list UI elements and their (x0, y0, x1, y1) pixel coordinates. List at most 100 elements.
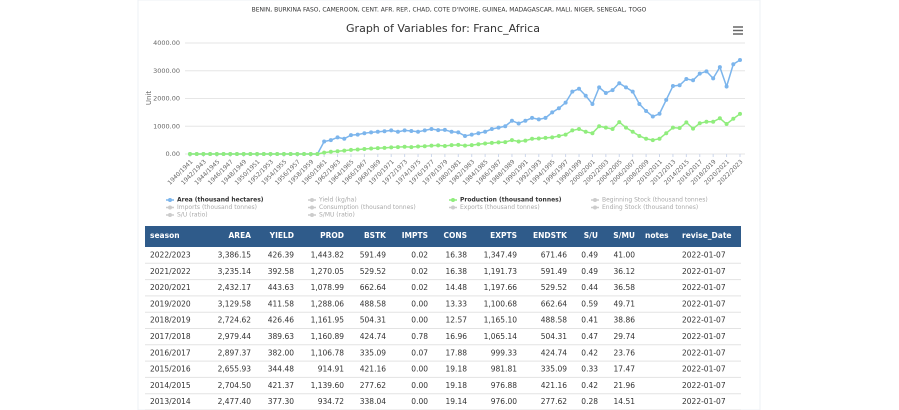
point (335, 149, 340, 154)
table-cell: 2014/2015 (150, 381, 191, 390)
point (201, 152, 206, 156)
point (630, 129, 635, 134)
point (248, 152, 253, 156)
point (496, 140, 501, 145)
point (536, 117, 541, 122)
legend-label: Yield (kg/ha) (318, 197, 357, 204)
table-cell: 1,347.49 (484, 251, 518, 260)
table-cell: 0.00 (411, 381, 428, 390)
point (503, 140, 508, 145)
point (295, 152, 300, 156)
y-tick-label: 4000.00 (153, 39, 180, 47)
table-cell: 335.09 (541, 365, 567, 374)
table-cell: 0.44 (581, 283, 598, 292)
table-cell: 1,165.10 (484, 316, 518, 325)
table-cell: 443.63 (268, 283, 294, 292)
legend-swatch (310, 205, 314, 210)
point (442, 127, 447, 132)
point (623, 125, 628, 130)
point (416, 144, 421, 149)
table-cell: 0.49 (581, 267, 598, 276)
menu-icon[interactable] (733, 26, 743, 35)
table-cell: 591.49 (541, 267, 567, 276)
table-cell: 0.59 (581, 299, 598, 308)
table-cell: 0.42 (581, 348, 598, 357)
table-cell: 2,432.17 (218, 283, 252, 292)
point (704, 69, 709, 74)
point (389, 128, 394, 133)
point (711, 76, 716, 81)
point (597, 85, 602, 90)
point (369, 146, 374, 151)
point (664, 97, 669, 102)
y-tick-label: 3000.00 (153, 67, 180, 75)
point (677, 83, 682, 88)
point (302, 152, 307, 156)
point (664, 131, 669, 136)
table-cell: 2,897.37 (218, 348, 252, 357)
point (670, 84, 675, 89)
point (684, 76, 689, 81)
table-cell: 662.64 (360, 283, 386, 292)
point (429, 143, 434, 148)
point (637, 102, 642, 107)
point (436, 143, 441, 148)
column-header: AREA (228, 231, 251, 240)
table-cell: 0.02 (411, 283, 428, 292)
table-cell: 2022-01-07 (682, 381, 726, 390)
table-cell: 426.46 (268, 316, 294, 325)
table-cell: 1,443.82 (311, 251, 345, 260)
point (429, 127, 434, 132)
point (577, 86, 582, 91)
table-cell: 36.12 (614, 267, 636, 276)
table-cell: 2,655.93 (218, 365, 252, 374)
table-cell: 0.00 (411, 316, 428, 325)
table-cell: 2013/2014 (150, 397, 191, 406)
point (489, 140, 494, 145)
table-cell: 19.18 (446, 381, 468, 390)
table-cell: 1,106.78 (311, 348, 345, 357)
table-cell: 1,160.89 (311, 332, 345, 341)
table-cell: 13.33 (446, 299, 468, 308)
table-cell: 0.07 (411, 348, 428, 357)
point (308, 152, 313, 156)
point (369, 130, 374, 135)
point (691, 78, 696, 83)
table-cell: 14.48 (446, 283, 468, 292)
point (268, 152, 273, 156)
table-cell: 16.96 (446, 332, 468, 341)
point (382, 129, 387, 134)
table-cell: 19.14 (446, 397, 468, 406)
table-cell: 377.30 (268, 397, 294, 406)
point (416, 129, 421, 134)
column-header: EXPTS (490, 231, 517, 240)
point (402, 144, 407, 149)
table-cell: 41.00 (614, 251, 636, 260)
point (516, 139, 521, 144)
point (422, 128, 427, 133)
point (335, 135, 340, 140)
table-cell: 981.81 (491, 365, 517, 374)
table-cell: 0.33 (581, 365, 598, 374)
point (355, 132, 360, 137)
table-cell: 591.49 (360, 251, 386, 260)
legend-swatch (310, 213, 314, 217)
table-cell: 1,288.06 (311, 299, 345, 308)
table-cell: 2,724.62 (218, 316, 252, 325)
table-cell: 19.18 (446, 365, 468, 374)
legend-swatch (451, 198, 455, 202)
point (355, 147, 360, 152)
table-cell: 504.31 (541, 332, 567, 341)
table-cell: 0.28 (581, 397, 598, 406)
table-cell: 662.64 (541, 299, 567, 308)
table-cell: 424.74 (360, 332, 386, 341)
point (456, 130, 461, 135)
point (697, 121, 702, 126)
point (342, 148, 347, 153)
table-cell: 17.47 (614, 365, 636, 374)
point (590, 102, 595, 107)
legend-label: Imports (thousand tonnes) (177, 204, 257, 211)
table-cell: 2022-01-07 (682, 365, 726, 374)
table-cell: 16.38 (446, 251, 468, 260)
point (523, 138, 528, 143)
